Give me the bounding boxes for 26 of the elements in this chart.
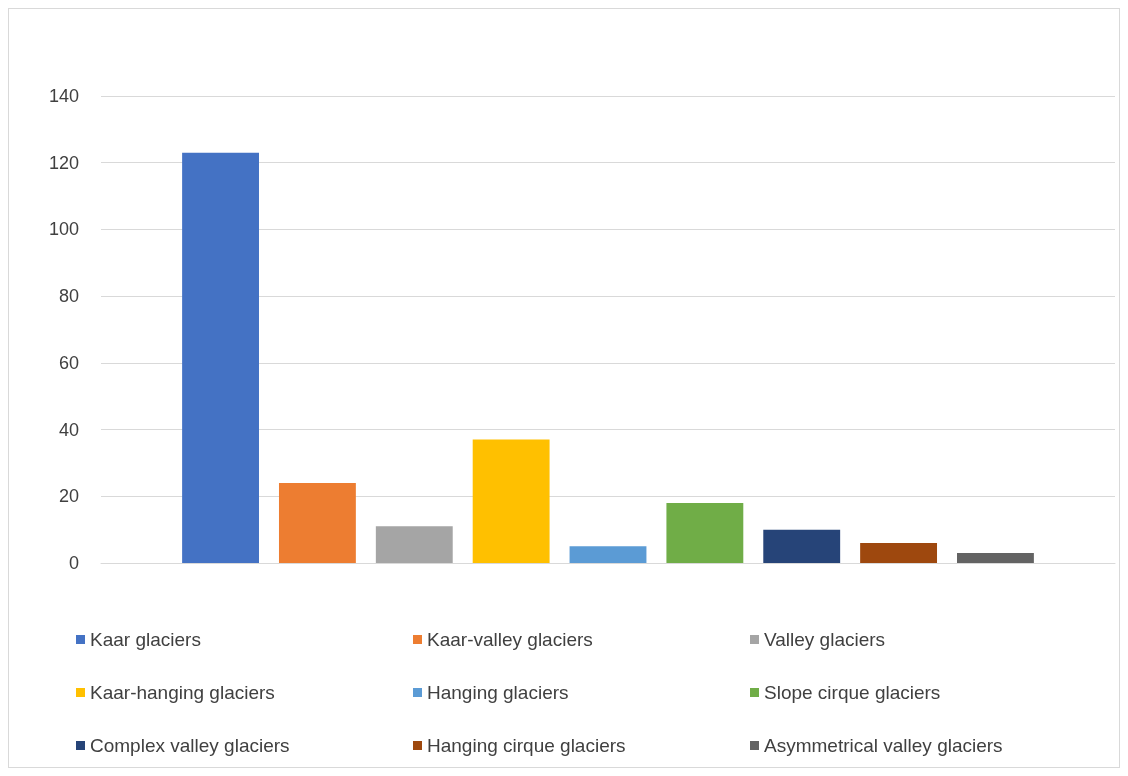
y-tick-label: 120 bbox=[48, 152, 79, 173]
bar bbox=[860, 542, 938, 563]
legend-label: Slope cirque glaciers bbox=[764, 682, 941, 703]
y-tick-label: 140 bbox=[48, 86, 79, 106]
bar bbox=[763, 529, 841, 563]
legend-label: Hanging glaciers bbox=[427, 682, 569, 703]
y-tick-label: 40 bbox=[58, 419, 79, 440]
bar bbox=[957, 552, 1034, 563]
bar bbox=[182, 152, 259, 563]
bar bbox=[472, 439, 550, 563]
bar bbox=[666, 502, 744, 563]
y-tick-label: 60 bbox=[58, 352, 79, 373]
legend-label: Asymmetrical valley glaciers bbox=[764, 735, 1003, 756]
y-tick-label: 20 bbox=[58, 486, 79, 507]
y-tick-label: 80 bbox=[58, 286, 79, 307]
legend-label: Kaar glaciers bbox=[90, 629, 201, 650]
y-tick-label: 100 bbox=[48, 219, 79, 240]
legend-label: Kaar-hanging glaciers bbox=[90, 682, 275, 703]
bar bbox=[278, 482, 356, 563]
legend-label: Hanging cirque glaciers bbox=[427, 735, 626, 756]
y-tick-label: 0 bbox=[68, 553, 79, 573]
bar bbox=[375, 526, 453, 563]
legend-label: Complex valley glaciers bbox=[90, 735, 290, 756]
legend-label: Kaar-valley glaciers bbox=[427, 629, 593, 650]
bar bbox=[569, 546, 647, 563]
legend-label: Valley glaciers bbox=[764, 629, 886, 650]
